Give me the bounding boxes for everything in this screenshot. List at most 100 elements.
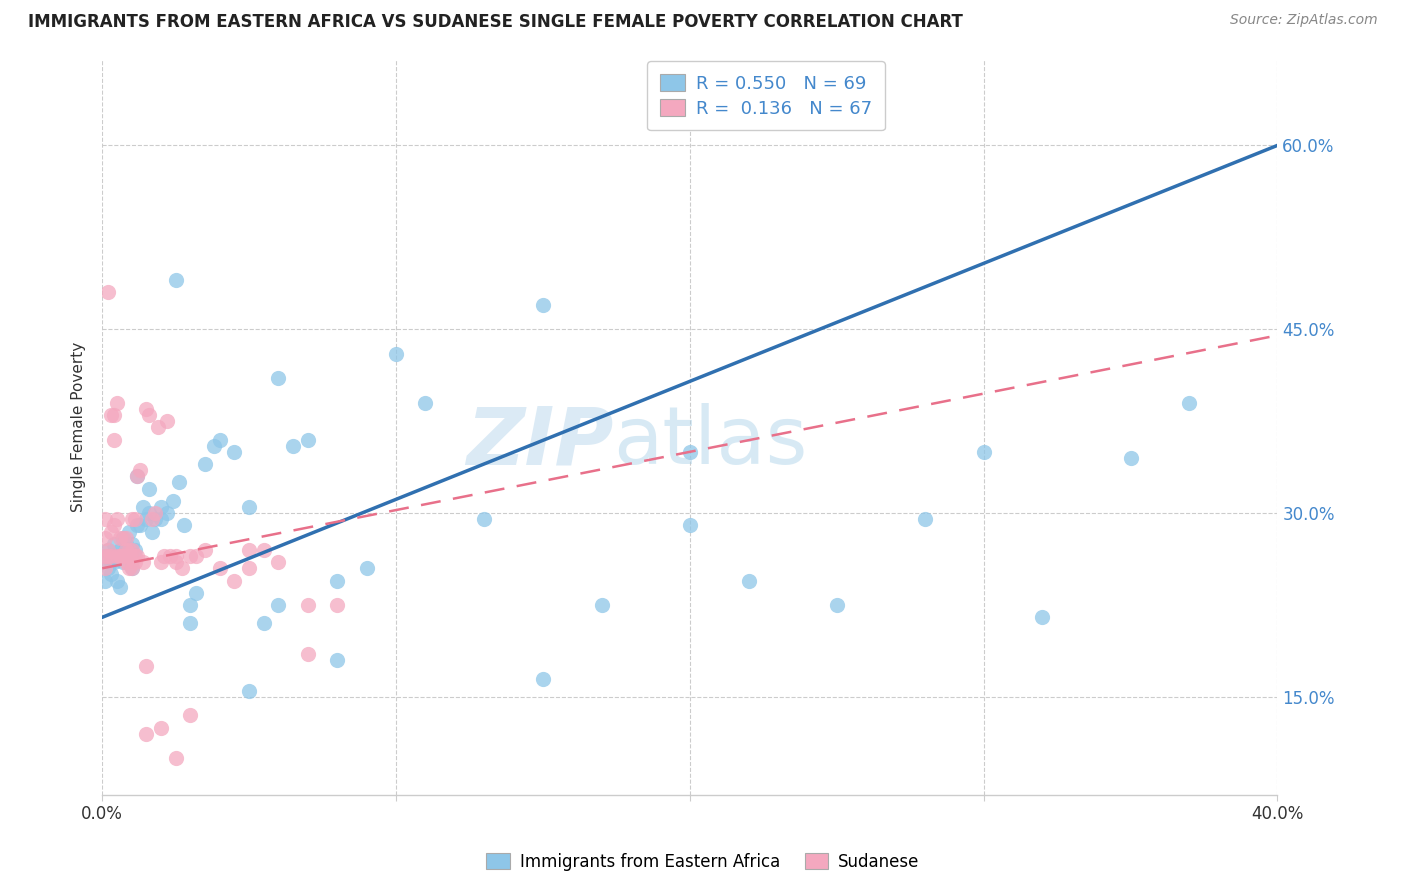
Point bbox=[114, 531, 136, 545]
Point bbox=[238, 561, 260, 575]
Point bbox=[118, 542, 141, 557]
Point bbox=[179, 708, 201, 723]
Point bbox=[356, 561, 378, 575]
Text: IMMIGRANTS FROM EASTERN AFRICA VS SUDANESE SINGLE FEMALE POVERTY CORRELATION CHA: IMMIGRANTS FROM EASTERN AFRICA VS SUDANE… bbox=[28, 13, 963, 31]
Point bbox=[124, 555, 146, 569]
Point bbox=[94, 549, 117, 563]
Point bbox=[111, 549, 134, 563]
Point bbox=[100, 549, 122, 563]
Text: atlas: atlas bbox=[613, 403, 808, 481]
Point bbox=[135, 727, 157, 741]
Text: ZIP: ZIP bbox=[465, 403, 613, 481]
Point bbox=[118, 561, 141, 575]
Point bbox=[105, 574, 128, 588]
Point bbox=[194, 542, 217, 557]
Point bbox=[103, 408, 125, 422]
Point bbox=[170, 561, 193, 575]
Point bbox=[97, 549, 120, 563]
Point bbox=[202, 439, 225, 453]
Point bbox=[162, 494, 184, 508]
Point bbox=[103, 555, 125, 569]
Point bbox=[129, 463, 152, 477]
Point bbox=[100, 408, 122, 422]
Point bbox=[141, 512, 163, 526]
Point bbox=[149, 721, 172, 735]
Point bbox=[165, 751, 187, 765]
Point bbox=[267, 371, 290, 385]
Point bbox=[156, 506, 179, 520]
Point bbox=[326, 653, 349, 667]
Point bbox=[173, 518, 195, 533]
Point bbox=[224, 574, 246, 588]
Point bbox=[132, 555, 155, 569]
Point bbox=[1031, 610, 1053, 624]
Point bbox=[97, 285, 120, 300]
Point bbox=[267, 598, 290, 612]
Point bbox=[124, 542, 146, 557]
Point bbox=[124, 549, 146, 563]
Point bbox=[94, 561, 117, 575]
Point bbox=[531, 298, 554, 312]
Point bbox=[179, 598, 201, 612]
Point bbox=[385, 347, 408, 361]
Point bbox=[179, 549, 201, 563]
Point bbox=[238, 684, 260, 698]
Point bbox=[103, 433, 125, 447]
Point bbox=[914, 512, 936, 526]
Text: Source: ZipAtlas.com: Source: ZipAtlas.com bbox=[1230, 13, 1378, 28]
Point bbox=[472, 512, 495, 526]
Point bbox=[138, 482, 160, 496]
Point bbox=[111, 531, 134, 545]
Point bbox=[208, 561, 231, 575]
Point bbox=[97, 542, 120, 557]
Point bbox=[591, 598, 613, 612]
Point bbox=[108, 549, 131, 563]
Point bbox=[114, 549, 136, 563]
Point bbox=[100, 555, 122, 569]
Point bbox=[679, 518, 702, 533]
Point bbox=[108, 549, 131, 563]
Point bbox=[156, 414, 179, 428]
Point bbox=[149, 500, 172, 514]
Point bbox=[326, 574, 349, 588]
Point bbox=[105, 549, 128, 563]
Point bbox=[186, 586, 208, 600]
Point bbox=[118, 524, 141, 539]
Point bbox=[238, 542, 260, 557]
Point bbox=[194, 457, 217, 471]
Point bbox=[121, 537, 143, 551]
Point bbox=[167, 475, 190, 490]
Point bbox=[825, 598, 848, 612]
Point bbox=[121, 542, 143, 557]
Point bbox=[208, 433, 231, 447]
Point bbox=[105, 396, 128, 410]
Point bbox=[114, 537, 136, 551]
Point bbox=[100, 567, 122, 582]
Point bbox=[94, 512, 117, 526]
Point bbox=[1119, 450, 1142, 465]
Point bbox=[146, 420, 169, 434]
Point bbox=[100, 524, 122, 539]
Point bbox=[124, 512, 146, 526]
Point bbox=[326, 598, 349, 612]
Point bbox=[94, 574, 117, 588]
Point bbox=[105, 512, 128, 526]
Point bbox=[114, 555, 136, 569]
Point bbox=[253, 616, 276, 631]
Point bbox=[94, 549, 117, 563]
Point bbox=[283, 439, 305, 453]
Point bbox=[118, 542, 141, 557]
Point bbox=[105, 549, 128, 563]
Point bbox=[132, 500, 155, 514]
Point bbox=[111, 555, 134, 569]
Point bbox=[141, 524, 163, 539]
Point bbox=[224, 445, 246, 459]
Legend: Immigrants from Eastern Africa, Sudanese: Immigrants from Eastern Africa, Sudanese bbox=[478, 845, 928, 880]
Point bbox=[108, 580, 131, 594]
Point bbox=[1178, 396, 1201, 410]
Point bbox=[111, 531, 134, 545]
Point bbox=[108, 531, 131, 545]
Point bbox=[127, 469, 149, 483]
Point bbox=[297, 598, 319, 612]
Legend: R = 0.550   N = 69, R =  0.136   N = 67: R = 0.550 N = 69, R = 0.136 N = 67 bbox=[647, 62, 884, 130]
